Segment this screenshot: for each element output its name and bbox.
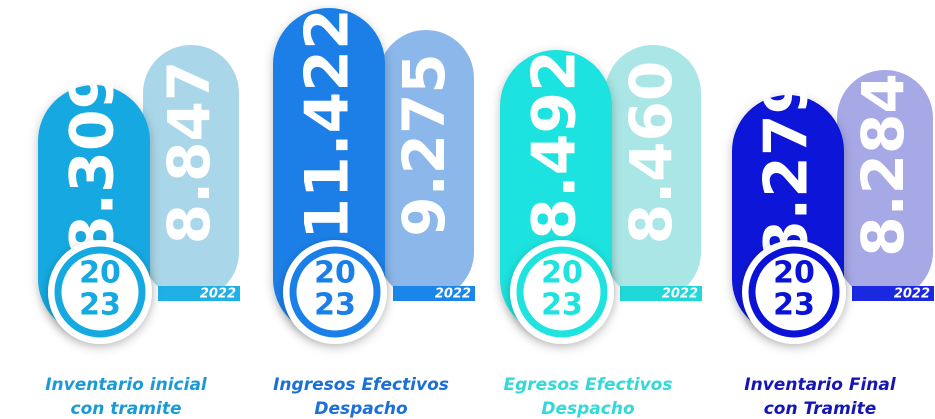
item-label: con Tramite [764, 399, 877, 419]
current-year-top: 20 [79, 256, 121, 291]
previous-value: 8.460 [617, 61, 685, 244]
previous-year: 2022 [894, 287, 930, 302]
item-label: con tramite [71, 399, 182, 419]
previous-pill [378, 30, 474, 300]
current-year-bottom: 23 [314, 288, 356, 323]
previous-pill [837, 70, 933, 300]
previous-pill [143, 45, 239, 300]
current-year-top: 20 [314, 256, 356, 291]
previous-band [620, 286, 702, 301]
previous-value: 9.275 [390, 53, 458, 236]
item-label: Despacho [314, 399, 408, 419]
item-label: Ingresos Efectivos [273, 375, 449, 395]
year-badge-ring [516, 246, 608, 338]
previous-pill [605, 45, 701, 300]
year-badge-ring [289, 246, 381, 338]
current-value: 11.422 [293, 8, 363, 240]
year-badge-ring [54, 246, 146, 338]
year-badge-ring [748, 246, 840, 338]
item-label: Egresos Efectivos [504, 375, 673, 395]
current-year-top: 20 [541, 256, 583, 291]
item-label: Despacho [541, 399, 635, 419]
current-year-bottom: 23 [773, 288, 815, 323]
previous-value: 8.284 [849, 73, 917, 256]
current-year-bottom: 23 [541, 288, 583, 323]
previous-band [852, 286, 934, 301]
previous-year: 2022 [200, 287, 236, 302]
item-label: Inventario Final [744, 375, 897, 395]
previous-year: 2022 [435, 287, 471, 302]
current-year-top: 20 [773, 256, 815, 291]
item-label: Inventario inicial [45, 375, 208, 395]
current-year-bottom: 23 [79, 288, 121, 323]
current-value: 8.492 [520, 50, 590, 240]
previous-year: 2022 [662, 287, 698, 302]
previous-band [393, 286, 475, 301]
previous-value: 8.847 [155, 61, 223, 244]
current-value: 8.279 [752, 73, 822, 263]
current-value: 8.309 [58, 68, 128, 258]
previous-band [158, 286, 240, 301]
